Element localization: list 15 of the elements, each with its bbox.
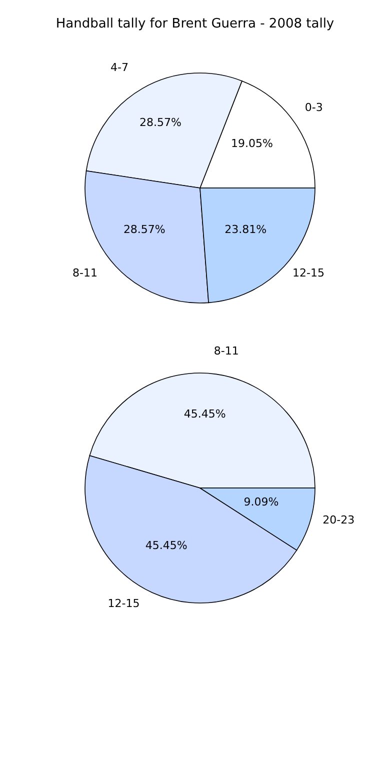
data-label: 23.81% (224, 222, 267, 236)
slice-label: 0-3 (304, 101, 323, 114)
data-label: 28.57% (123, 222, 166, 236)
slice-label: 12-15 (108, 596, 140, 610)
slice-label: 4-7 (110, 60, 128, 74)
slice-label: 8-11 (72, 266, 98, 280)
data-label: 45.45% (145, 538, 188, 552)
data-label: 19.05% (231, 137, 273, 150)
slice-label: 8-11 (214, 344, 239, 358)
slice-label: 12-15 (292, 266, 324, 280)
data-label: 28.57% (140, 116, 182, 130)
data-label: 45.45% (184, 408, 226, 421)
slice-label: 20-23 (322, 513, 355, 526)
chart-title: Handball tally for Brent Guerra - 2008 tally (56, 16, 334, 32)
data-label: 9.09% (244, 495, 279, 508)
